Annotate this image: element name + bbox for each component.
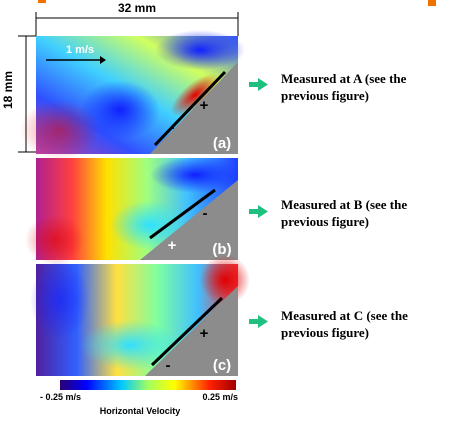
sign: + <box>200 325 209 342</box>
panel-a: 1 m/s + - (a) <box>20 30 245 160</box>
sign: - <box>170 119 175 136</box>
panel-b: - + (b) <box>25 157 240 265</box>
sign: + <box>168 237 177 254</box>
sign: - <box>203 205 208 222</box>
panel-label: (c) <box>213 357 231 374</box>
panel-label: (b) <box>212 241 231 258</box>
caption: Measured at A (see the previous figure) <box>281 71 407 103</box>
colorbar-min: - 0.25 m/s <box>40 392 81 402</box>
colorbar-title: Horizontal Velocity <box>100 406 181 416</box>
height-label: 18 mm <box>1 71 15 109</box>
panel-label: (a) <box>213 135 231 152</box>
width-label: 32 mm <box>118 1 156 15</box>
sign: + <box>200 97 209 114</box>
panel-c: + - (c) <box>30 255 250 376</box>
arrows <box>249 78 268 328</box>
corner-mark <box>38 0 46 3</box>
sign: - <box>166 357 171 374</box>
corner-mark <box>428 0 436 6</box>
caption: Measured at C (see the previous figure) <box>281 308 408 340</box>
colorbar-max: 0.25 m/s <box>202 392 238 402</box>
arrow-label: 1 m/s <box>66 44 94 56</box>
colorbar <box>60 380 236 390</box>
caption: Measured at B (see the previous figure) <box>281 197 408 229</box>
